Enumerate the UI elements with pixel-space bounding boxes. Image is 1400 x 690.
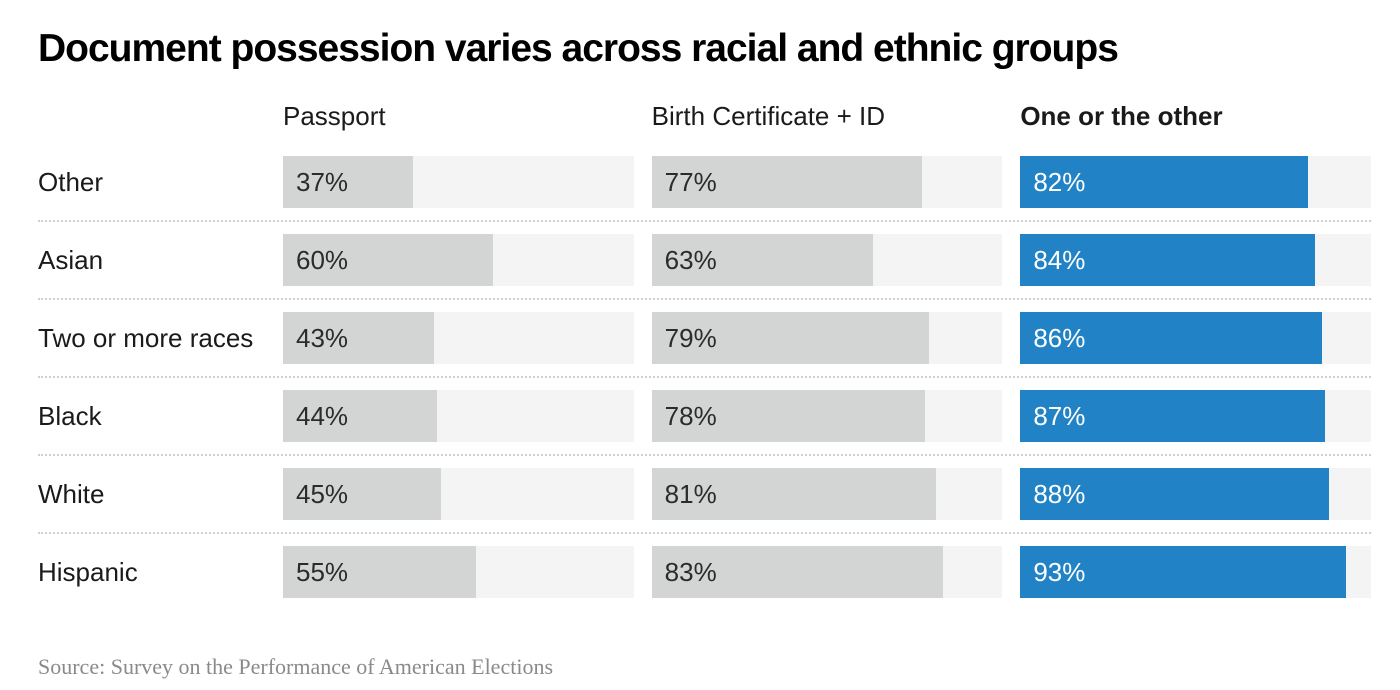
- bar-value: 86%: [1033, 322, 1086, 353]
- bar-fill: 83%: [651, 546, 943, 598]
- table-row: White 45% 81% 88%: [38, 454, 1371, 532]
- bar-fill: 93%: [1020, 546, 1347, 598]
- bar-track: 43%: [283, 312, 634, 364]
- bar-track: 77%: [651, 156, 1003, 208]
- bar-track: 78%: [651, 390, 1003, 442]
- table-row: Other 37% 77% 82%: [38, 144, 1371, 220]
- bar-fill: 79%: [651, 312, 929, 364]
- bar-fill: 63%: [651, 234, 873, 286]
- bar-track: 60%: [283, 234, 634, 286]
- column-header-birth-certificate-id: Birth Certificate + ID: [651, 101, 886, 131]
- bar-fill: 37%: [283, 156, 413, 208]
- row-label: Hispanic: [38, 556, 138, 587]
- bar-track: 87%: [1020, 390, 1371, 442]
- bar-fill: 88%: [1020, 468, 1329, 520]
- bar-value: 93%: [1033, 556, 1086, 587]
- bar-fill: 60%: [283, 234, 494, 286]
- bar-value: 82%: [1033, 166, 1086, 197]
- bar-value: 81%: [664, 478, 717, 509]
- bar-track: 84%: [1020, 234, 1371, 286]
- row-label: Asian: [38, 244, 104, 275]
- bar-value: 88%: [1033, 478, 1086, 509]
- bar-value: 45%: [296, 478, 349, 509]
- bar-track: 45%: [283, 468, 634, 520]
- bar-fill: 82%: [1020, 156, 1308, 208]
- bar-fill: 77%: [651, 156, 922, 208]
- row-label: Two or more races: [38, 322, 254, 353]
- column-header-row: Passport Birth Certificate + ID One or t…: [38, 101, 1371, 131]
- bar-value: 87%: [1033, 400, 1086, 431]
- table-row: Two or more races 43% 79% 86%: [38, 298, 1371, 376]
- row-label: White: [38, 478, 105, 509]
- source-note: Source: Survey on the Performance of Ame…: [38, 654, 554, 679]
- table-row: Black 44% 78% 87%: [38, 376, 1371, 454]
- bar-fill: 43%: [283, 312, 434, 364]
- table-row: Hispanic 55% 83% 93%: [38, 532, 1371, 610]
- bar-value: 60%: [296, 244, 349, 275]
- bar-value: 79%: [664, 322, 717, 353]
- chart-rows: Other 37% 77% 82% Asian 60% 63%: [38, 144, 1371, 610]
- bar-fill: 45%: [283, 468, 441, 520]
- bar-value: 37%: [296, 166, 349, 197]
- bar-track: 63%: [651, 234, 1003, 286]
- bar-value: 78%: [664, 400, 717, 431]
- bar-fill: 55%: [283, 546, 476, 598]
- bar-fill: 78%: [651, 390, 926, 442]
- bar-value: 43%: [296, 322, 349, 353]
- bar-track: 93%: [1020, 546, 1371, 598]
- bar-value: 84%: [1033, 244, 1086, 275]
- table-row: Asian 60% 63% 84%: [38, 220, 1371, 298]
- bar-value: 83%: [664, 556, 717, 587]
- bar-track: 88%: [1020, 468, 1371, 520]
- column-header-passport: Passport: [283, 101, 386, 131]
- bar-value: 77%: [664, 166, 717, 197]
- bar-value: 63%: [664, 244, 717, 275]
- bar-value: 44%: [296, 400, 349, 431]
- bar-track: 44%: [283, 390, 634, 442]
- bar-track: 79%: [651, 312, 1003, 364]
- bar-fill: 87%: [1020, 390, 1326, 442]
- bar-track: 55%: [283, 546, 634, 598]
- bar-fill: 86%: [1020, 312, 1322, 364]
- bar-value: 55%: [296, 556, 349, 587]
- row-label: Black: [38, 400, 102, 431]
- bar-track: 37%: [283, 156, 634, 208]
- row-label: Other: [38, 166, 104, 197]
- bar-fill: 81%: [651, 468, 936, 520]
- bar-track: 82%: [1020, 156, 1371, 208]
- bar-fill: 84%: [1020, 234, 1315, 286]
- chart-title: Document possession varies across racial…: [38, 27, 1119, 70]
- bar-track: 81%: [651, 468, 1003, 520]
- bar-track: 83%: [651, 546, 1003, 598]
- column-header-one-or-the-other: One or the other: [1020, 101, 1223, 131]
- bar-fill: 44%: [283, 390, 438, 442]
- bar-track: 86%: [1020, 312, 1371, 364]
